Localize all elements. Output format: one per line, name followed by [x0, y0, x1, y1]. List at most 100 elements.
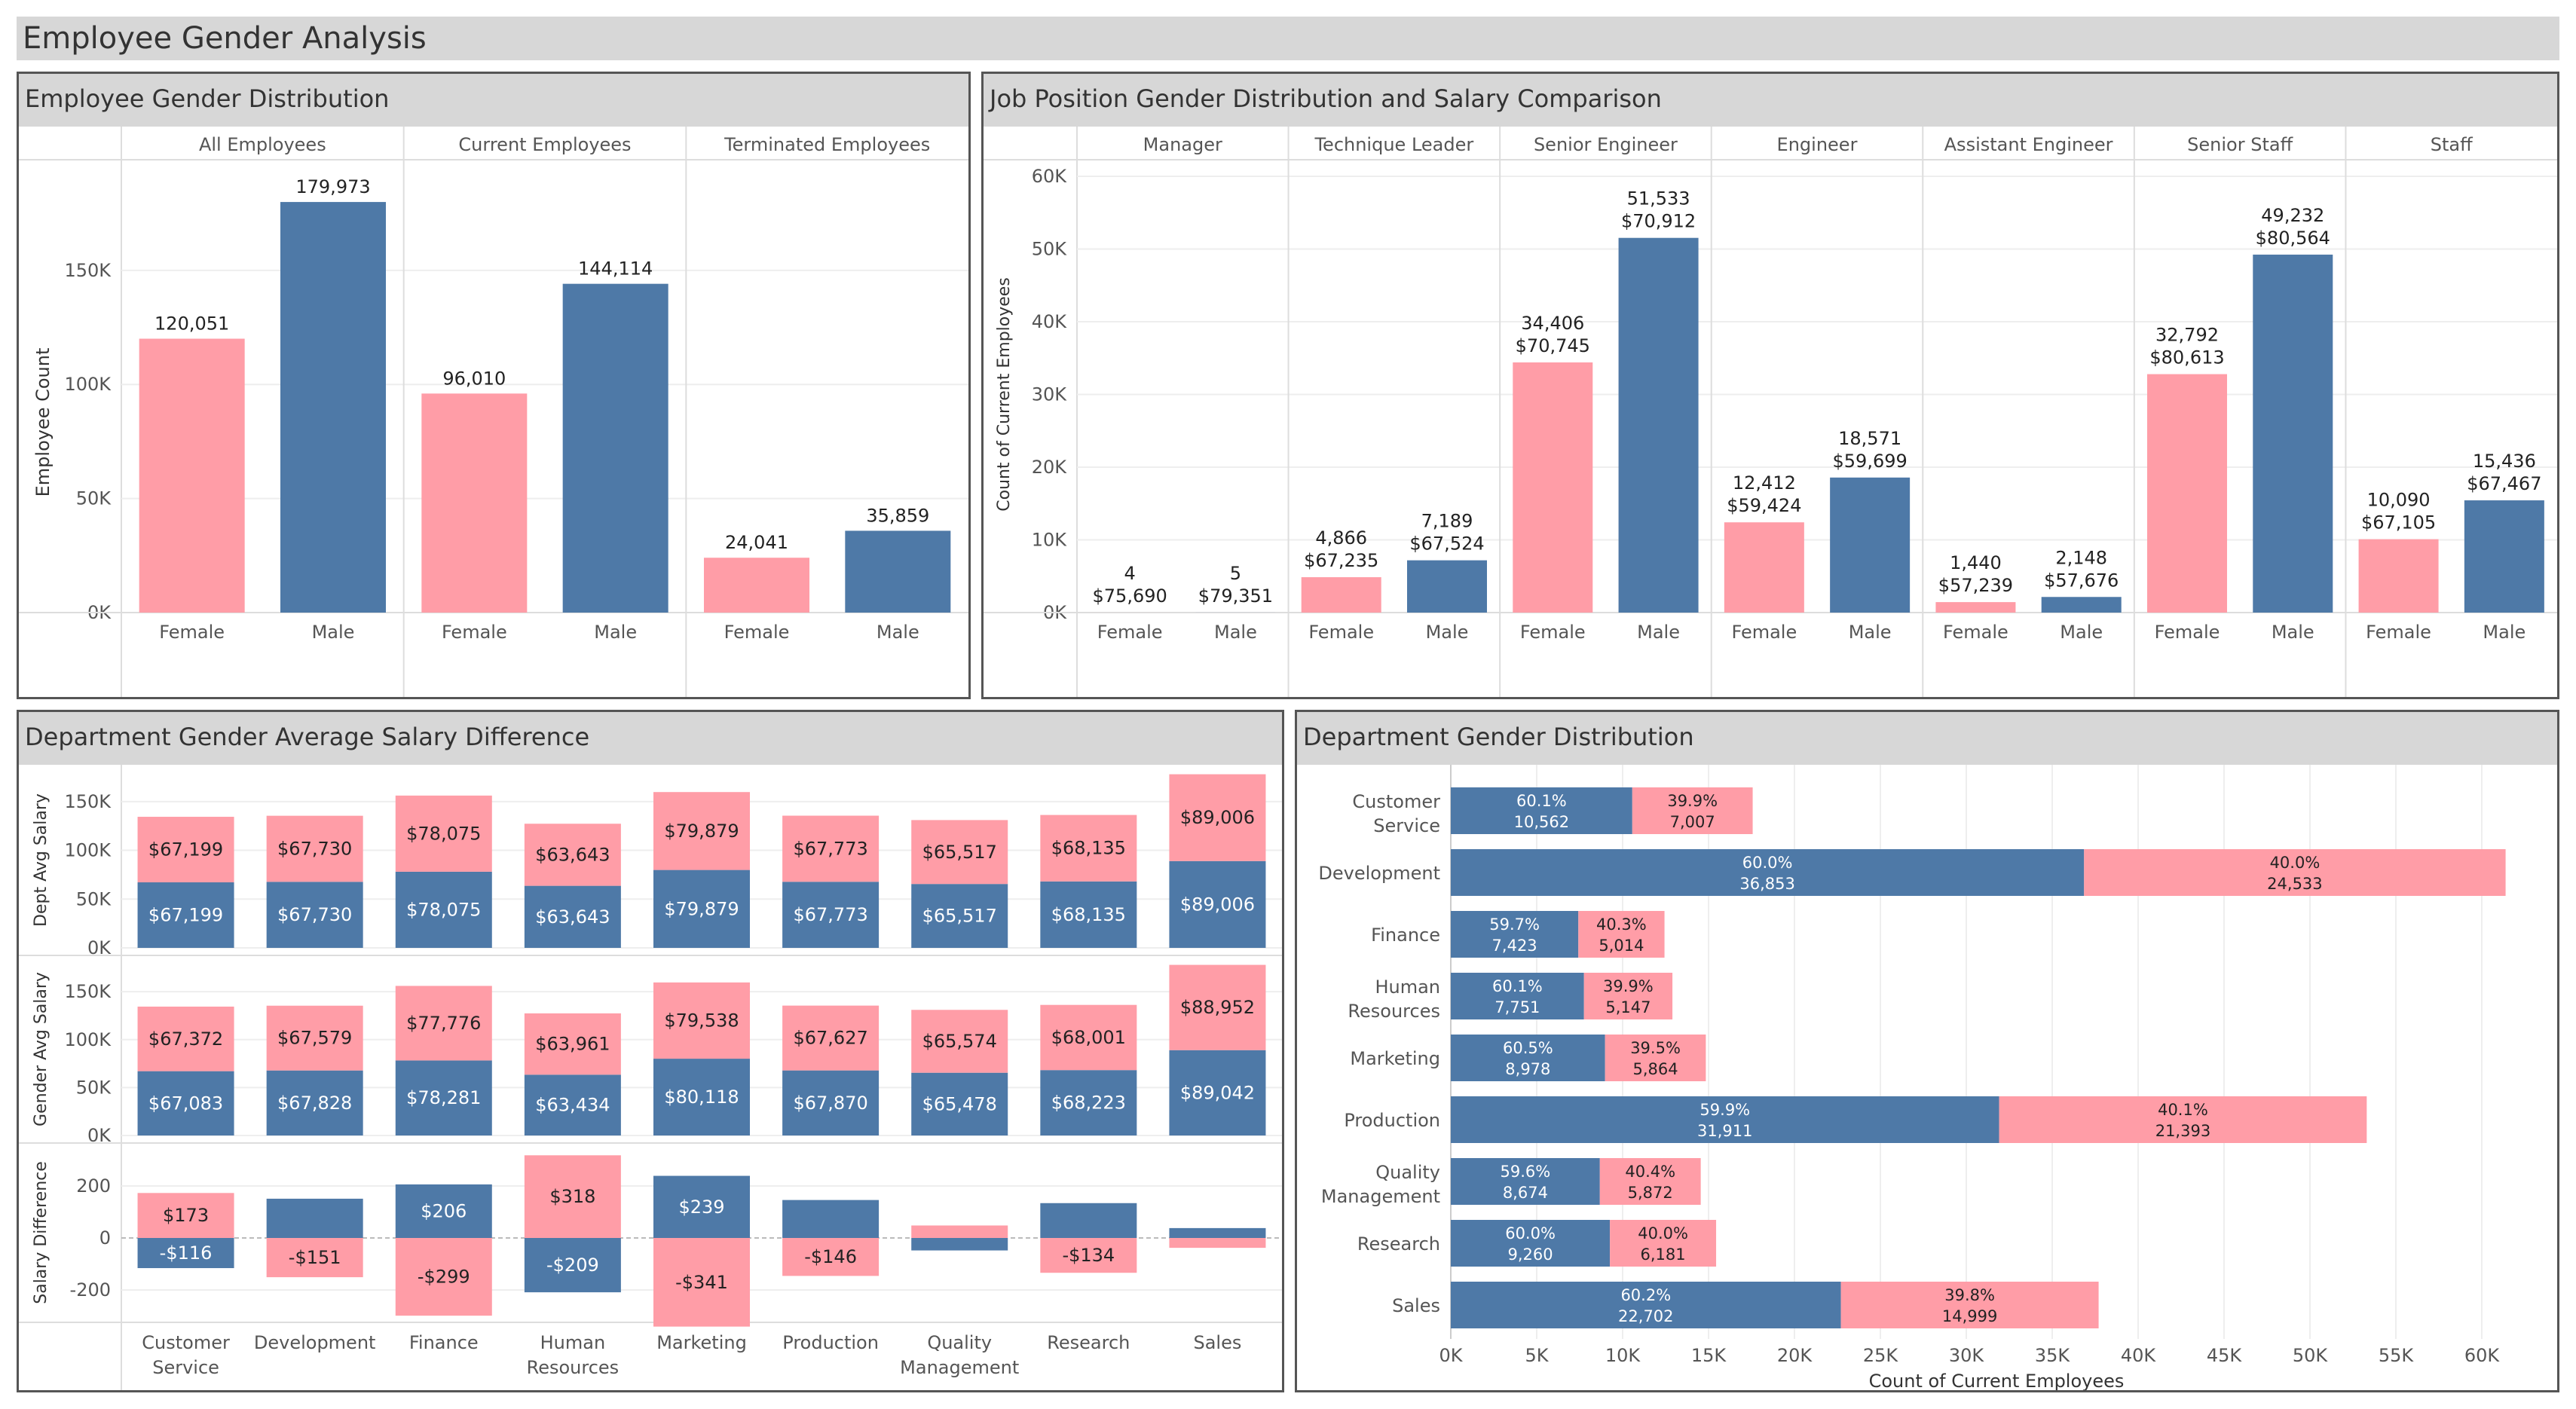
x-tick-label: Development	[254, 1332, 376, 1353]
male-value-label: -$116	[160, 1242, 213, 1264]
female-count-label: 5,147	[1605, 998, 1651, 1016]
bar-male	[653, 870, 750, 948]
category-label: Human	[1375, 977, 1440, 998]
y-axis-label: Salary Difference	[32, 1161, 50, 1304]
bar-female	[911, 1225, 1008, 1238]
x-tick-label: Female	[724, 622, 790, 643]
female-pct-label: 39.5%	[1630, 1039, 1681, 1057]
bar-female	[1583, 973, 1673, 1019]
bar-male	[1040, 1070, 1137, 1135]
data-label: 179,973	[295, 176, 370, 197]
bar-female	[1040, 1004, 1137, 1071]
male-count-label: 36,853	[1739, 875, 1794, 893]
bar-male	[911, 1238, 1008, 1251]
x-tick-label: Male	[594, 622, 637, 643]
bar-male	[1451, 1282, 1841, 1328]
salary-label: $67,467	[2467, 473, 2541, 494]
count-label: 4	[1124, 563, 1136, 584]
male-pct-label: 60.1%	[1516, 792, 1567, 810]
bar-male	[1169, 1227, 1266, 1238]
bar-male	[845, 530, 951, 613]
bar-female	[1935, 602, 2016, 613]
y-tick-label: 50K	[1032, 239, 1068, 260]
bar-female	[653, 982, 750, 1059]
bar-female	[266, 1238, 363, 1278]
y-axis-label: Dept Avg Salary	[32, 793, 50, 927]
bar-male	[1451, 849, 2085, 896]
bar-male	[1451, 1158, 1600, 1205]
male-value-label: $67,199	[148, 905, 223, 926]
male-value-label: $206	[421, 1200, 467, 1221]
x-axis-label: Count of Current Employees	[1869, 1371, 2125, 1390]
bar-female	[704, 558, 809, 613]
bar-female	[137, 817, 234, 883]
bar-male	[911, 884, 1008, 948]
bar-female	[911, 1010, 1008, 1073]
panel-title: Employee Gender Distribution	[25, 84, 390, 113]
data-label: 120,051	[154, 313, 229, 335]
category-label: Resources	[1348, 1001, 1440, 1022]
female-count-label: 21,393	[2155, 1122, 2210, 1140]
y-tick-label: -200	[70, 1279, 111, 1300]
bar-female	[2147, 374, 2227, 613]
count-label: 5	[1230, 563, 1241, 584]
salary-label: $59,424	[1727, 495, 1801, 516]
department-salary-difference-panel: Department Gender Average Salary Differe…	[17, 710, 1284, 1392]
bar-female	[266, 1005, 363, 1071]
bar-female	[782, 815, 880, 882]
bar-female	[2358, 539, 2439, 613]
female-count-label: 6,181	[1641, 1245, 1686, 1264]
female-pct-label: 40.4%	[1625, 1163, 1675, 1181]
male-value-label: $63,434	[535, 1095, 610, 1116]
bar-male	[1618, 237, 1699, 613]
job-position-panel: Job Position Gender Distribution and Sal…	[981, 72, 2559, 699]
female-value-label: $88,952	[1180, 997, 1255, 1018]
x-tick-label: 45K	[2207, 1345, 2243, 1366]
female-value-label: $63,643	[535, 844, 610, 865]
salary-label: $67,235	[1304, 550, 1378, 571]
count-label: 51,533	[1627, 188, 1690, 209]
male-value-label: $239	[678, 1197, 724, 1218]
salary-label: $70,745	[1516, 335, 1590, 356]
y-tick-label: 10K	[1032, 530, 1068, 551]
x-tick-label: Customer	[142, 1332, 230, 1353]
count-label: 1,440	[1950, 552, 2002, 573]
male-pct-label: 60.0%	[1505, 1224, 1556, 1242]
male-value-label: $67,083	[148, 1093, 223, 1114]
salary-label: $57,239	[1938, 575, 2013, 596]
category-label: Research	[1357, 1233, 1440, 1255]
x-tick-label: Sales	[1193, 1332, 1241, 1353]
data-label: 96,010	[442, 368, 506, 389]
panel-header-label: All Employees	[199, 134, 326, 155]
x-tick-label: Research	[1047, 1332, 1130, 1353]
data-label: 24,041	[725, 532, 788, 553]
bar-female	[653, 1238, 750, 1327]
count-label: 15,436	[2473, 451, 2536, 472]
female-pct-label: 40.0%	[1638, 1224, 1688, 1242]
x-tick-label: Male	[2272, 622, 2314, 643]
x-tick-label: 30K	[1949, 1345, 1985, 1366]
bar-male	[1451, 1096, 1999, 1143]
department-gender-distribution-chart: 0K 5K 10K 15K 20K 25K 30K 35K 40K 45K 50K 55K 60K Cou…	[1318, 765, 2506, 1390]
count-label: 34,406	[1521, 313, 1584, 334]
bar-female	[266, 815, 363, 882]
y-tick-label: 150K	[64, 981, 112, 1002]
count-label: 49,232	[2261, 205, 2324, 226]
data-label: 144,114	[578, 258, 653, 280]
x-tick-label: Male	[2483, 622, 2526, 643]
x-tick-label: Marketing	[656, 1332, 747, 1353]
x-tick-label: Female	[1308, 622, 1374, 643]
panel-header-label: Terminated Employees	[724, 134, 930, 155]
y-tick-label: 40K	[1032, 311, 1068, 332]
panel-header-label: Staff	[2431, 134, 2473, 155]
bar-female	[395, 986, 492, 1061]
count-label: 18,571	[1838, 428, 1901, 449]
female-value-label: $89,006	[1180, 807, 1255, 828]
bar-female	[395, 1238, 492, 1316]
female-value-label: $65,574	[922, 1031, 997, 1052]
female-pct-label: 39.9%	[1603, 977, 1654, 995]
bar-female	[911, 820, 1008, 885]
male-value-label: $78,281	[406, 1087, 481, 1108]
x-tick-label: Quality	[927, 1332, 992, 1353]
male-count-label: 31,911	[1697, 1122, 1752, 1140]
